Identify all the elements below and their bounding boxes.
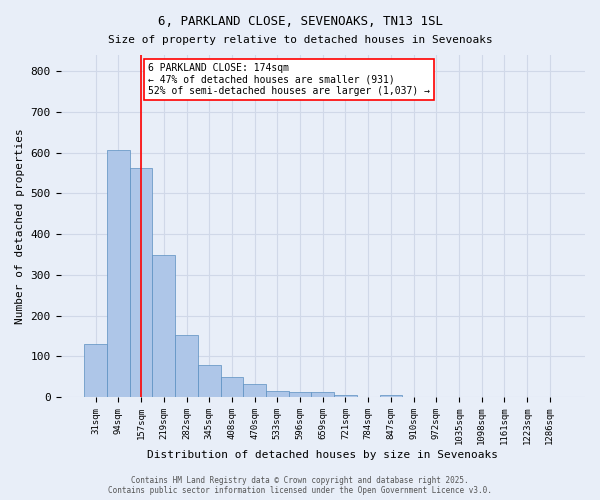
- Bar: [85, 344, 107, 397]
- Bar: [380, 395, 402, 397]
- Y-axis label: Number of detached properties: Number of detached properties: [15, 128, 25, 324]
- Bar: [311, 392, 334, 397]
- X-axis label: Distribution of detached houses by size in Sevenoaks: Distribution of detached houses by size …: [147, 450, 498, 460]
- Bar: [266, 392, 289, 397]
- Text: 6 PARKLAND CLOSE: 174sqm
← 47% of detached houses are smaller (931)
52% of semi-: 6 PARKLAND CLOSE: 174sqm ← 47% of detach…: [148, 63, 430, 96]
- Text: 6, PARKLAND CLOSE, SEVENOAKS, TN13 1SL: 6, PARKLAND CLOSE, SEVENOAKS, TN13 1SL: [157, 15, 443, 28]
- Bar: [107, 150, 130, 397]
- Bar: [130, 168, 152, 397]
- Bar: [243, 384, 266, 397]
- Bar: [289, 392, 311, 397]
- Bar: [221, 377, 243, 397]
- Bar: [198, 364, 221, 397]
- Bar: [175, 335, 198, 397]
- Bar: [334, 396, 357, 397]
- Bar: [152, 254, 175, 397]
- Text: Size of property relative to detached houses in Sevenoaks: Size of property relative to detached ho…: [107, 35, 493, 45]
- Text: Contains HM Land Registry data © Crown copyright and database right 2025.
Contai: Contains HM Land Registry data © Crown c…: [108, 476, 492, 495]
